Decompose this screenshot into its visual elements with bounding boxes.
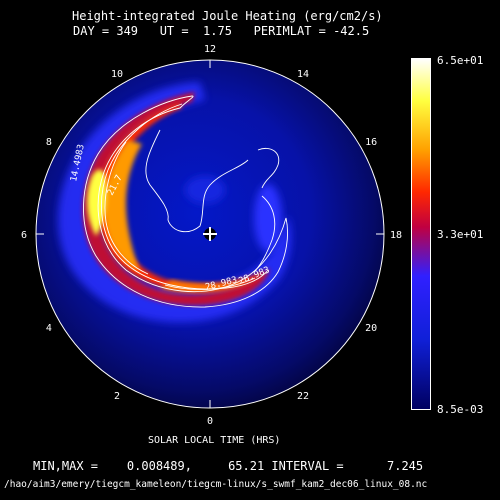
tick-label: 10: [111, 69, 123, 80]
auroral-oval-mid: [82, 92, 270, 306]
contour-line: [104, 141, 149, 275]
blue-spot: [254, 184, 282, 252]
blue-spot: [185, 176, 225, 204]
auroral-oval-peak: [87, 169, 107, 236]
x-axis-label: SOLAR LOCAL TIME (HRS): [148, 435, 281, 446]
contour-line: [145, 129, 249, 233]
colorbar: [411, 58, 431, 410]
chart-subtitle: DAY = 349 UT = 1.75 PERIMLAT = -42.5: [73, 24, 370, 38]
stats-line: MIN,MAX = 0.008489, 65.21 INTERVAL = 7.2…: [33, 459, 424, 473]
pole-marker: [203, 227, 217, 241]
chart-title: Height-integrated Joule Heating (erg/cm2…: [72, 9, 383, 23]
tick-label: 14: [297, 69, 309, 80]
tick-label: 6: [21, 230, 27, 241]
colorbar-min-label: 8.5e-03: [437, 403, 484, 416]
tick-label: 12: [204, 44, 216, 55]
tick-label: 8: [46, 137, 52, 148]
tick-label: 22: [297, 391, 309, 402]
tick-label: 4: [46, 323, 52, 334]
contour-line: [257, 147, 280, 189]
contour-line: [253, 195, 276, 273]
tick-label: 20: [365, 323, 377, 334]
colorbar-mid-label: 3.3e+01: [437, 228, 484, 241]
contour-line: [83, 95, 289, 308]
tick-label: 16: [365, 137, 377, 148]
auroral-oval-orange-dusk: [160, 280, 252, 293]
tick-label: 2: [114, 391, 120, 402]
file-path: /hao/aim3/emery/tiegcm_kameleon/tiegcm-l…: [4, 479, 428, 490]
tick-label: 0: [207, 416, 213, 427]
auroral-oval-orange: [103, 140, 142, 272]
tick-label: 18: [390, 230, 402, 241]
contour-line: [100, 103, 269, 290]
colorbar-max-label: 6.5e+01: [437, 54, 484, 67]
contour-line: [164, 277, 256, 290]
